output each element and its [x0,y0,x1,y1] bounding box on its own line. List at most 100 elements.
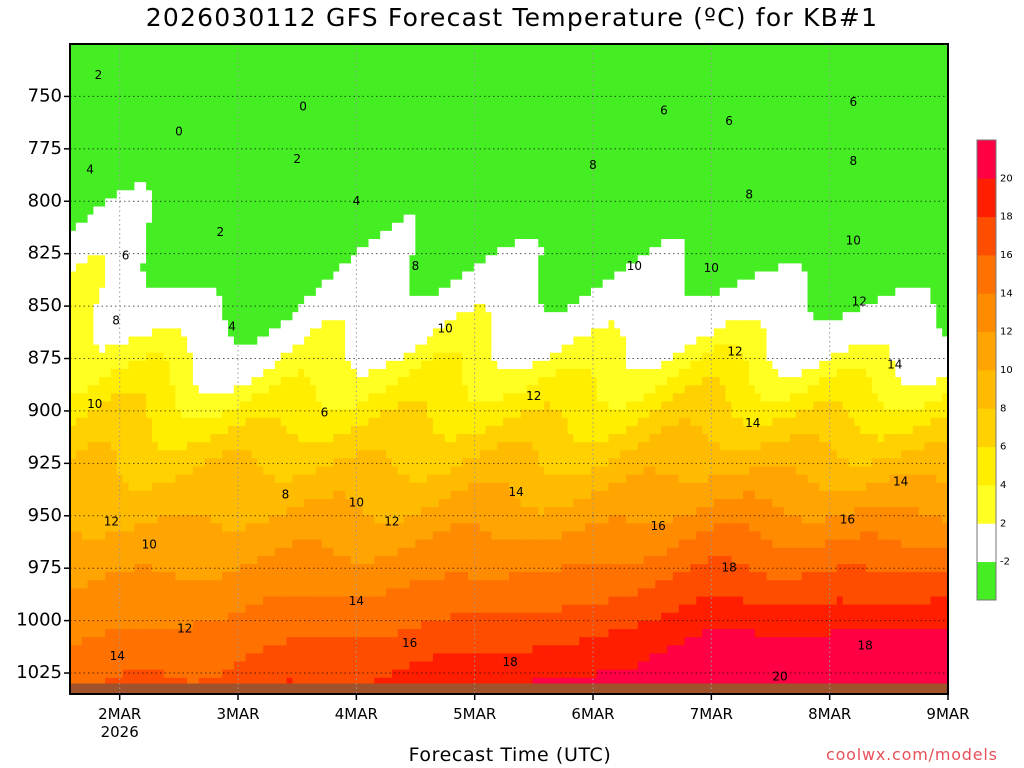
heatmap-cell [251,677,258,687]
heatmap-cell [298,499,305,508]
heatmap-cell [233,629,241,638]
heatmap-cell [257,52,264,61]
heatmap-cell [321,564,329,573]
heatmap-cell [228,76,235,86]
heatmap-cell [263,466,270,476]
heatmap-cell [175,230,182,240]
heatmap-cell [315,596,323,606]
heatmap-cell [110,336,118,346]
heatmap-cell [362,369,370,378]
heatmap-cell [216,555,223,565]
heatmap-cell [70,572,77,581]
heatmap-cell [140,76,147,86]
heatmap-cell [228,377,235,386]
heatmap-cell [245,588,253,598]
heatmap-cell [257,539,264,549]
heatmap-cell [175,612,182,622]
heatmap-cell [257,612,264,622]
heatmap-cell [122,629,130,638]
heatmap-cell [216,547,223,557]
heatmap-cell [339,393,346,403]
heatmap-cell [339,425,346,435]
heatmap-cell [391,52,399,61]
heatmap-cell [333,52,340,61]
heatmap-cell [280,409,288,419]
heatmap-cell [198,60,206,69]
heatmap-cell [146,100,153,110]
heatmap-cell [140,141,147,151]
heatmap-cell [122,174,130,183]
heatmap-cell [286,645,294,654]
heatmap-cell [403,572,411,581]
heatmap-cell [181,109,188,118]
heatmap-cell [257,629,264,638]
heatmap-cell [245,401,253,411]
heatmap-cell [192,596,200,606]
heatmap-cell [421,344,428,354]
heatmap-cell [105,474,112,484]
heatmap-cell [140,409,147,419]
heatmap-cell [239,669,247,679]
heatmap-cell [368,515,375,524]
heatmap-cell [315,295,323,305]
heatmap-cell [128,149,135,159]
heatmap-cell [93,109,100,118]
heatmap-cell [257,165,264,175]
heatmap-cell [350,409,358,419]
heatmap-cell [157,295,165,305]
heatmap-cell [192,247,200,256]
heatmap-cell [333,385,340,394]
heatmap-cell [374,174,381,183]
heatmap-cell [70,474,77,484]
heatmap-cell [339,84,346,94]
heatmap-cell [105,588,112,598]
heatmap-cell [350,369,358,378]
heatmap-cell [251,149,258,159]
heatmap-cell [175,661,182,671]
heatmap-cell [269,60,276,69]
heatmap-cell [163,409,171,419]
heatmap-cell [122,564,130,573]
heatmap-cell [409,490,416,500]
heatmap-cell [169,271,176,281]
heatmap-cell [157,198,165,208]
heatmap-cell [345,287,352,297]
heatmap-cell [175,507,182,516]
heatmap-cell [263,336,270,346]
heatmap-cell [315,531,323,541]
heatmap-cell [403,458,411,468]
heatmap-cell [421,515,428,524]
heatmap-cell [421,669,428,679]
heatmap-cell [210,539,217,549]
heatmap-cell [339,76,346,86]
heatmap-cell [380,320,387,329]
heatmap-cell [81,547,89,557]
heatmap-cell [251,620,258,630]
heatmap-cell [187,417,194,427]
heatmap-cell [403,507,411,516]
heatmap-cell [350,157,358,167]
heatmap-cell [81,531,89,541]
heatmap-cell [274,604,282,614]
heatmap-cell [151,255,159,264]
heatmap-cell [140,304,147,313]
heatmap-cell [140,669,147,679]
heatmap-cell [269,263,276,273]
heatmap-cell [146,157,153,167]
heatmap-cell [128,182,135,191]
heatmap-cell [274,669,282,679]
heatmap-cell [380,255,387,264]
heatmap-cell [93,287,100,297]
heatmap-cell [75,222,83,232]
heatmap-cell [263,409,270,419]
heatmap-cell [163,661,171,671]
heatmap-cell [245,499,253,508]
heatmap-cell [386,360,393,370]
heatmap-cell [151,92,159,102]
heatmap-cell [75,458,83,468]
heatmap-cell [105,174,112,183]
heatmap-cell [198,239,206,248]
heatmap-cell [345,328,352,338]
heatmap-cell [298,198,305,208]
heatmap-cell [280,92,288,102]
